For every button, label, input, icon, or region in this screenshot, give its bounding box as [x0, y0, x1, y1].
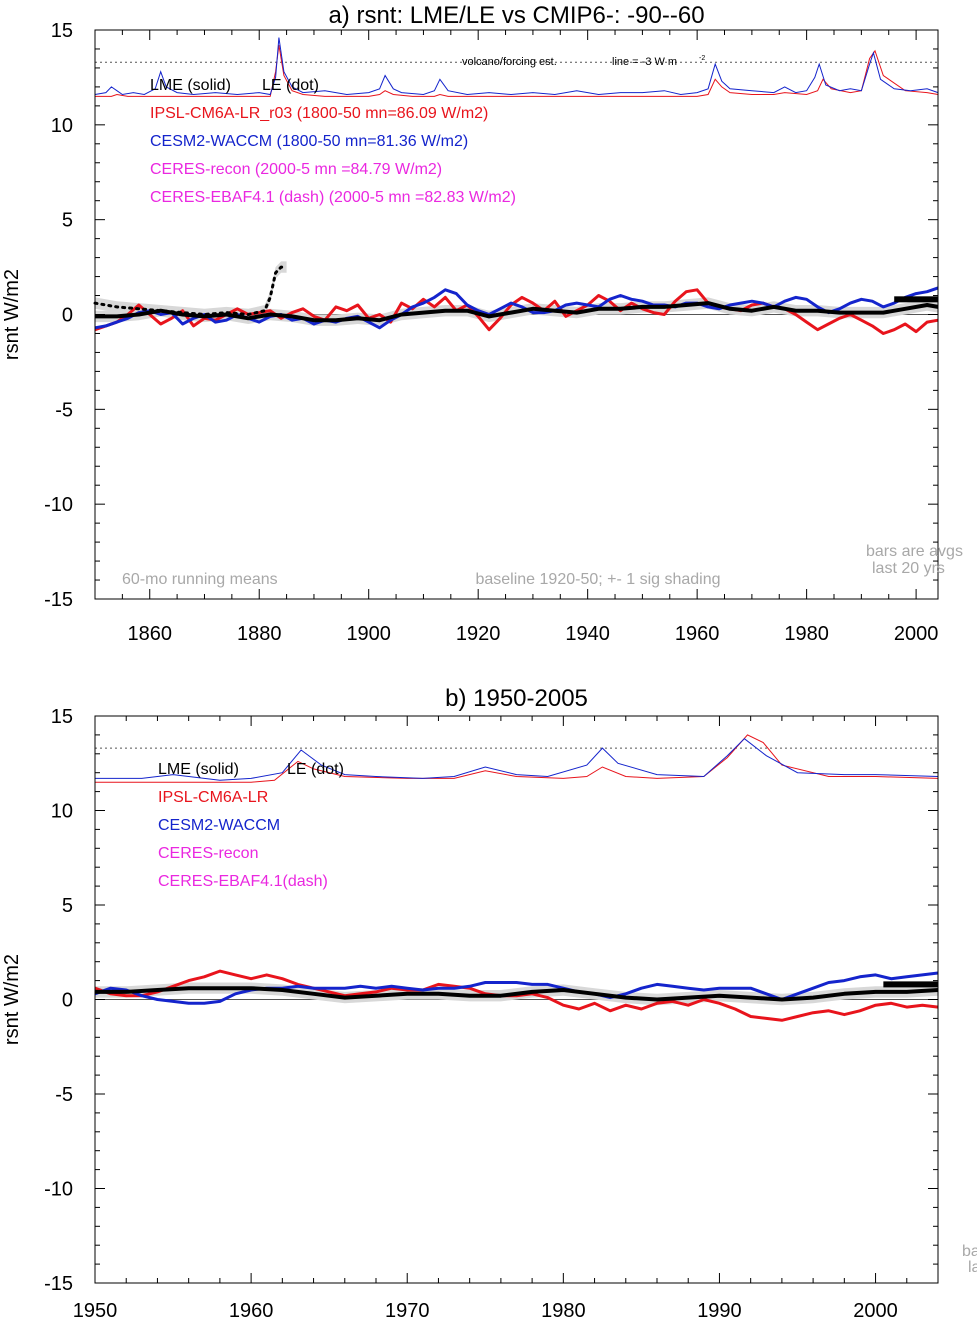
legend-entry: CERES-recon (2000-5 mn =84.79 W/m2)	[150, 161, 442, 178]
forcing-line-1	[95, 738, 939, 781]
chart-title: b) 1950-2005	[445, 685, 588, 712]
series-line-0	[94, 288, 939, 335]
y-tick-label: -15	[44, 589, 73, 611]
x-tick-label: 1900	[346, 623, 391, 645]
series-line-2	[95, 986, 939, 1002]
forcing-line-1	[94, 37, 939, 96]
note-running-mean: 60-mo running means	[122, 571, 278, 588]
legend-entry: CERES-recon	[158, 845, 258, 862]
legend-entry: IPSL-CM6A-LR	[158, 789, 268, 806]
x-tick-label: 1990	[697, 1300, 742, 1322]
y-tick-label: 15	[51, 706, 73, 728]
x-tick-label: 1980	[541, 1300, 586, 1322]
note-bars1: ba	[962, 1243, 977, 1260]
volcano-note: volcano/forcing est.	[462, 56, 557, 68]
panel-a: a) rsnt: LME/LE vs CMIP6-: -90--60 rsnt W…	[1, 2, 963, 645]
y-tick-label: -10	[44, 494, 73, 516]
series-line-1	[94, 971, 939, 1005]
legend-entry: CERES-EBAF4.1 (dash) (2000-5 mn =82.83 W…	[150, 189, 516, 206]
y-tick-label: 5	[62, 210, 73, 232]
series-line-3	[93, 265, 289, 316]
note-bars2: last 20 yrs	[872, 560, 945, 577]
legend-header-solid: LME (solid)	[150, 77, 231, 94]
y-axis-label: rsnt W/m2	[1, 269, 23, 360]
chart-title: a) rsnt: LME/LE vs CMIP6-: -90--60	[328, 2, 704, 29]
y-tick-label: 5	[62, 895, 73, 917]
line-note: line = -3 W m	[612, 56, 677, 68]
legend-entry: CESM2-WACCM	[158, 817, 280, 834]
y-tick-label: -15	[44, 1273, 73, 1295]
x-tick-label: 1920	[456, 623, 501, 645]
y-tick-label: 10	[51, 801, 73, 823]
x-tick-label: 1950	[73, 1300, 118, 1322]
x-tick-label: 2000	[853, 1300, 898, 1322]
y-tick-label: 0	[62, 990, 73, 1012]
line-note-sup: -2	[699, 55, 705, 62]
y-tick-label: 10	[51, 115, 73, 137]
legend-header-dot: LE (dot)	[262, 77, 319, 94]
y-tick-label: -5	[55, 399, 73, 421]
x-tick-label: 1880	[237, 623, 282, 645]
panel-b: b) 1950-2005 rsnt W/m2 1950 1960 1970 1980 199…	[1, 685, 977, 1322]
y-tick-label: 15	[51, 20, 73, 42]
series-line-2	[95, 301, 939, 323]
x-tick-label: 1970	[385, 1300, 430, 1322]
x-tick-label: 1860	[127, 623, 172, 645]
legend-entry: CESM2-WACCM (1800-50 mn=81.36 W/m2)	[150, 133, 468, 150]
note-bars1: bars are avgs	[866, 543, 963, 560]
legend-entry: IPSL-CM6A-LR_r03 (1800-50 mn=86.09 W/m2)	[150, 105, 488, 122]
x-tick-label: 2000	[894, 623, 939, 645]
note-bars2: la	[968, 1259, 977, 1276]
x-tick-label: 1940	[565, 623, 610, 645]
note-baseline: baseline 1920-50; +- 1 sig shading	[475, 571, 720, 588]
y-tick-label: -10	[44, 1179, 73, 1201]
avg-bar-0	[894, 296, 938, 303]
legend-header-solid: LME (solid)	[158, 761, 239, 778]
x-tick-label: 1980	[784, 623, 829, 645]
y-tick-label: -5	[55, 1084, 73, 1106]
y-axis-label: rsnt W/m2	[1, 954, 23, 1045]
legend-header-dot: LE (dot)	[287, 761, 344, 778]
forcing-line-0	[95, 734, 939, 783]
y-tick-label: 0	[62, 305, 73, 327]
legend-entry: CERES-EBAF4.1(dash)	[158, 873, 328, 890]
x-tick-label: 1960	[229, 1300, 274, 1322]
x-tick-label: 1960	[675, 623, 720, 645]
sigma-shading-3	[95, 261, 287, 321]
avg-bar-0	[883, 981, 938, 988]
